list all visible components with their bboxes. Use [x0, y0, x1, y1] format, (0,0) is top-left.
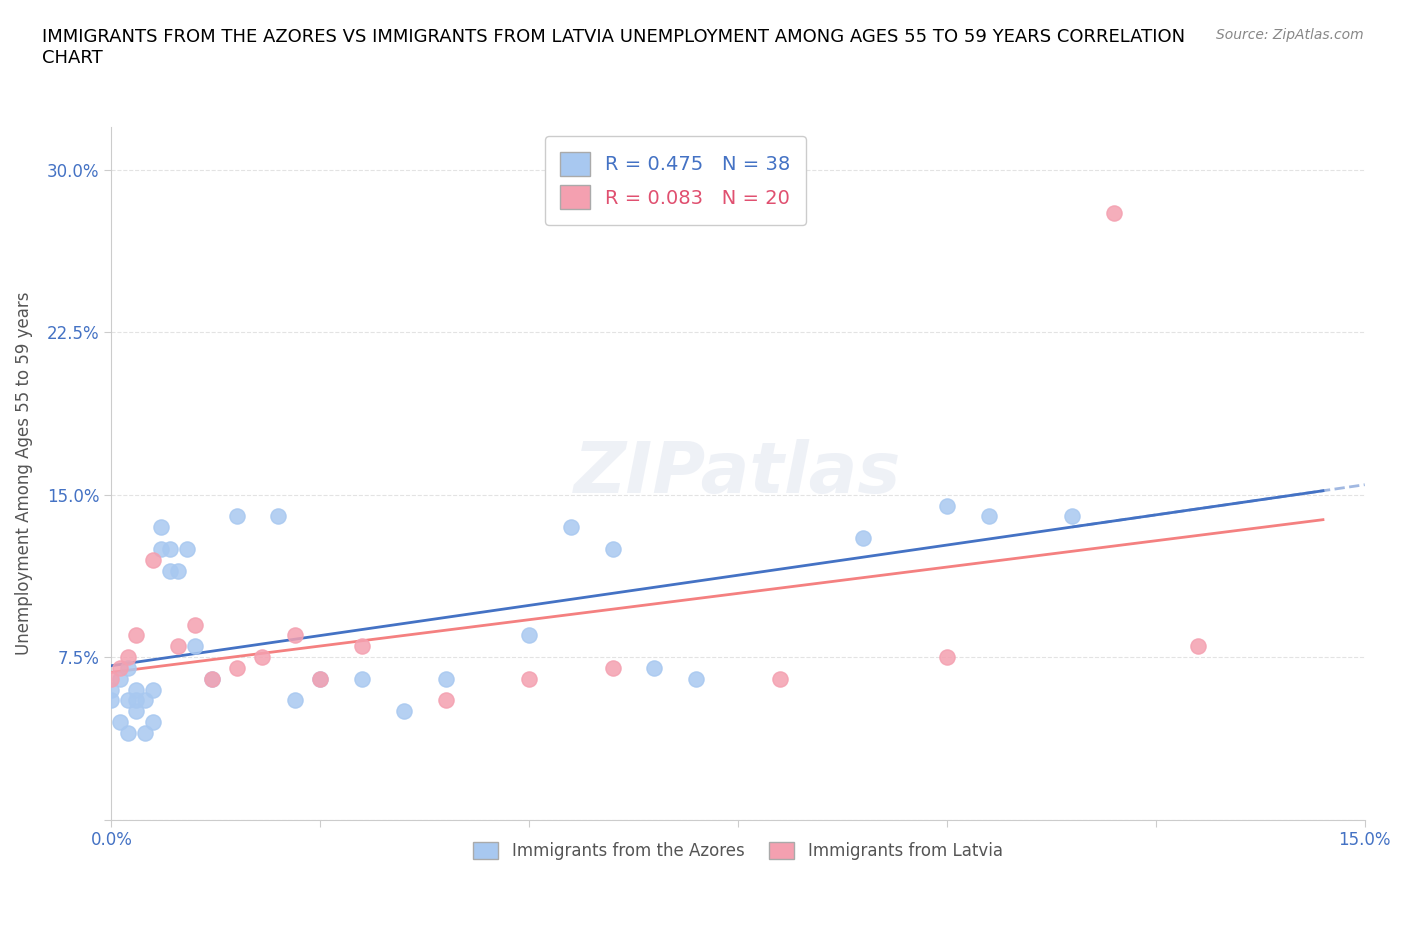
- Point: [125, 704, 148, 719]
- Point: [150, 541, 173, 556]
- Point: [200, 671, 222, 686]
- Point: [184, 618, 207, 632]
- Point: [935, 498, 957, 513]
- Point: [309, 671, 332, 686]
- Point: [184, 639, 207, 654]
- Point: [167, 639, 190, 654]
- Point: [225, 509, 247, 524]
- Point: [517, 671, 540, 686]
- Y-axis label: Unemployment Among Ages 55 to 59 years: Unemployment Among Ages 55 to 59 years: [15, 291, 32, 655]
- Point: [284, 693, 307, 708]
- Point: [434, 671, 457, 686]
- Point: [769, 671, 792, 686]
- Point: [117, 650, 139, 665]
- Point: [1187, 639, 1209, 654]
- Point: [1062, 509, 1084, 524]
- Text: IMMIGRANTS FROM THE AZORES VS IMMIGRANTS FROM LATVIA UNEMPLOYMENT AMONG AGES 55 : IMMIGRANTS FROM THE AZORES VS IMMIGRANTS…: [42, 28, 1185, 67]
- Point: [159, 541, 181, 556]
- Point: [150, 520, 173, 535]
- Point: [117, 693, 139, 708]
- Point: [108, 714, 131, 729]
- Point: [350, 671, 373, 686]
- Point: [250, 650, 273, 665]
- Point: [142, 552, 165, 567]
- Point: [142, 714, 165, 729]
- Point: [200, 671, 222, 686]
- Point: [176, 541, 198, 556]
- Text: ZIPatlas: ZIPatlas: [574, 439, 901, 508]
- Point: [100, 693, 122, 708]
- Point: [142, 683, 165, 698]
- Point: [125, 693, 148, 708]
- Point: [108, 671, 131, 686]
- Point: [977, 509, 1000, 524]
- Point: [284, 628, 307, 643]
- Text: Source: ZipAtlas.com: Source: ZipAtlas.com: [1216, 28, 1364, 42]
- Point: [100, 683, 122, 698]
- Point: [108, 660, 131, 675]
- Point: [643, 660, 665, 675]
- Point: [117, 725, 139, 740]
- Point: [117, 660, 139, 675]
- Point: [125, 628, 148, 643]
- Point: [350, 639, 373, 654]
- Point: [125, 683, 148, 698]
- Point: [517, 628, 540, 643]
- Point: [852, 531, 875, 546]
- Point: [134, 725, 156, 740]
- Point: [685, 671, 707, 686]
- Point: [935, 650, 957, 665]
- Point: [100, 671, 122, 686]
- Point: [602, 660, 624, 675]
- Point: [1102, 206, 1125, 220]
- Point: [134, 693, 156, 708]
- Point: [167, 563, 190, 578]
- Point: [159, 563, 181, 578]
- Point: [309, 671, 332, 686]
- Point: [560, 520, 582, 535]
- Point: [392, 704, 415, 719]
- Legend: Immigrants from the Azores, Immigrants from Latvia: Immigrants from the Azores, Immigrants f…: [467, 835, 1010, 867]
- Point: [267, 509, 290, 524]
- Point: [434, 693, 457, 708]
- Point: [602, 541, 624, 556]
- Point: [225, 660, 247, 675]
